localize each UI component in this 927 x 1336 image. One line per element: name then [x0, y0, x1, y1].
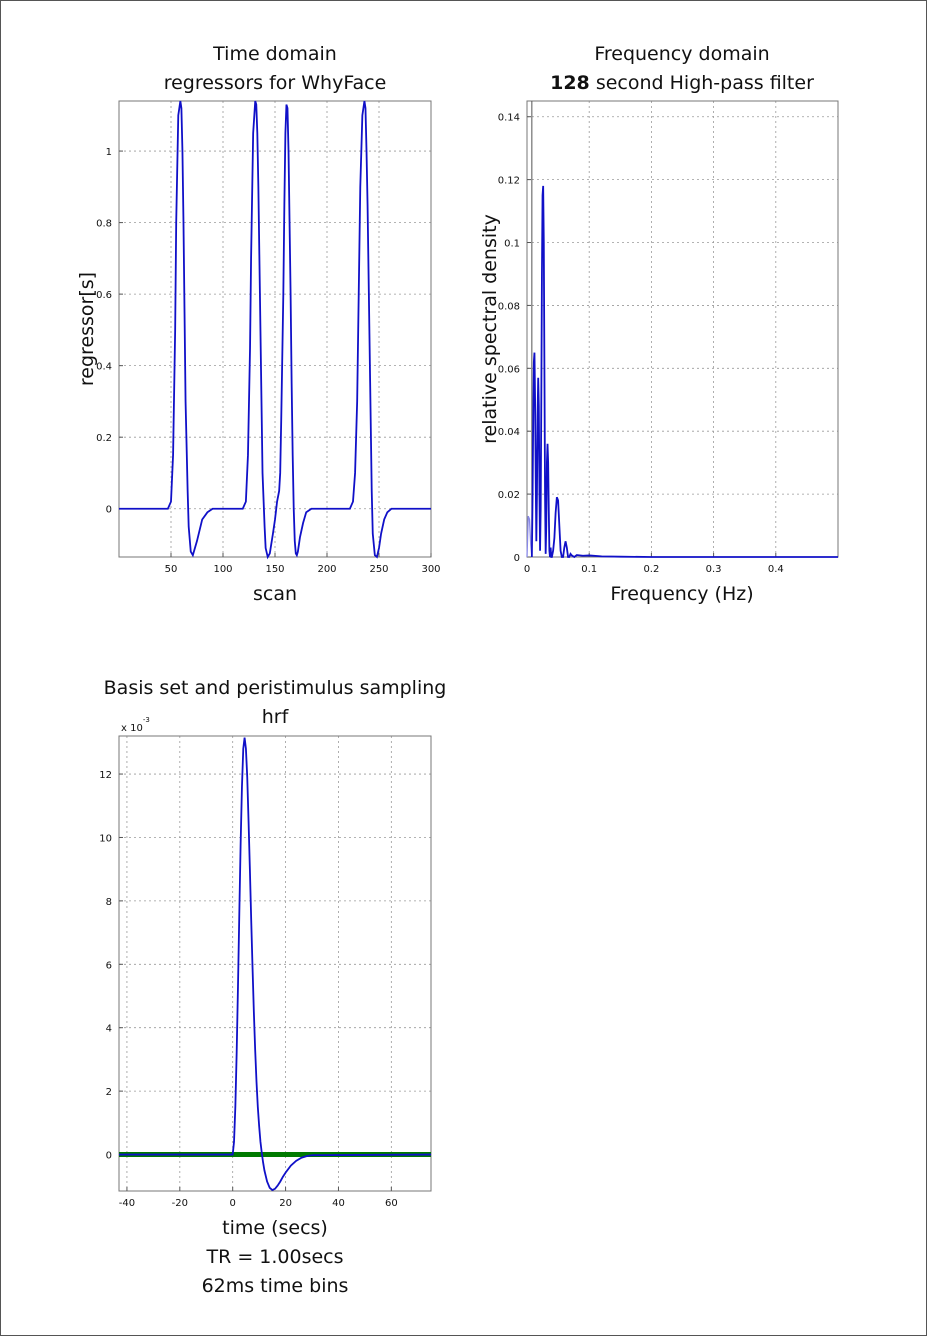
y-tick-label: 0 — [106, 1151, 112, 1162]
frequency-domain-y-label: relative spectral density — [479, 214, 501, 444]
basis-set-grid — [119, 736, 431, 1191]
x-tick-label: 0.3 — [706, 564, 722, 575]
y-scale-exponent: -3 — [143, 716, 150, 724]
y-tick-label: 0.4 — [96, 362, 112, 373]
time-domain-title: Time domain — [212, 43, 337, 65]
basis-set-axes-box — [118, 735, 432, 1192]
time-domain-regressor-line — [119, 100, 431, 560]
x-tick-label: 60 — [385, 1198, 398, 1209]
y-scale-base: x 10 — [121, 723, 143, 734]
frequency-domain-title: Frequency domain — [594, 43, 769, 65]
x-tick-label: 150 — [265, 564, 284, 575]
frequency-domain-axes-box — [526, 100, 839, 558]
filter-description: second High-pass filter — [590, 72, 814, 94]
y-tick-label: 0 — [514, 553, 520, 564]
x-tick-label: 0.4 — [768, 564, 784, 575]
y-tick-label: 0.02 — [498, 490, 520, 501]
frequency-domain-subtitle: 128 second High-pass filter — [550, 72, 814, 94]
time-domain-axes-box — [118, 100, 432, 558]
x-tick-label: 20 — [279, 1198, 292, 1209]
x-tick-label: 40 — [332, 1198, 345, 1209]
x-tick-label: 300 — [421, 564, 440, 575]
frequency-domain-y-ticks: 0 0.02 0.04 0.06 0.08 0.1 0.12 0.14 — [498, 113, 531, 564]
x-tick-label: 0.1 — [581, 564, 597, 575]
y-tick-label: 1 — [106, 147, 112, 158]
y-tick-label: 0.6 — [96, 290, 112, 301]
basis-set-y-ticks: 0 2 4 6 8 10 12 — [99, 770, 123, 1162]
x-tick-label: 50 — [165, 564, 178, 575]
y-scale-multiplier: x 10-3 — [121, 716, 150, 734]
x-tick-label: -40 — [119, 1198, 135, 1209]
y-tick-label: 2 — [106, 1087, 112, 1098]
filter-cutoff-value: 128 — [550, 72, 590, 94]
y-tick-label: 0.1 — [504, 239, 520, 250]
time-domain-panel: Time domain regressors for WhyFace 50 100… — [76, 43, 441, 605]
spectral-density-line — [530, 185, 838, 559]
x-tick-label: 200 — [317, 564, 336, 575]
y-tick-label: 0.12 — [498, 176, 520, 187]
basis-set-x-label: time (secs) — [222, 1217, 328, 1239]
y-tick-label: 0.14 — [498, 113, 520, 124]
hrf-line — [119, 737, 432, 1192]
y-tick-label: 0.8 — [96, 219, 112, 230]
x-tick-label: -20 — [172, 1198, 188, 1209]
frequency-domain-panel: Frequency domain 128 second High-pass fi… — [479, 43, 839, 605]
x-tick-label: 0 — [524, 564, 530, 575]
y-tick-label: 0.08 — [498, 301, 520, 312]
basis-set-panel: Basis set and peristimulus sampling hrf … — [99, 677, 446, 1297]
y-tick-label: 6 — [106, 960, 112, 971]
y-tick-label: 0.2 — [96, 433, 112, 444]
y-tick-label: 12 — [99, 770, 112, 781]
basis-set-x-ticks: -40 -20 0 20 40 60 — [119, 1187, 398, 1209]
x-tick-label: 250 — [369, 564, 388, 575]
time-domain-x-label: scan — [253, 583, 297, 605]
frequency-domain-x-label: Frequency (Hz) — [610, 583, 753, 605]
basis-set-subtitle: hrf — [262, 706, 290, 728]
time-domain-grid — [119, 101, 432, 557]
x-tick-label: 0 — [230, 1198, 236, 1209]
time-domain-y-label: regressor[s] — [76, 272, 98, 386]
tr-label: TR = 1.00secs — [205, 1246, 343, 1268]
time-bins-label: 62ms time bins — [202, 1275, 349, 1297]
time-domain-x-ticks: 50 100 150 200 250 300 — [165, 553, 441, 575]
y-tick-label: 10 — [99, 833, 112, 844]
basis-set-title: Basis set and peristimulus sampling — [104, 677, 447, 699]
y-tick-label: 0.04 — [498, 427, 520, 438]
y-tick-label: 8 — [106, 897, 112, 908]
y-tick-label: 4 — [106, 1024, 112, 1035]
frequency-domain-grid — [526, 101, 838, 558]
y-tick-label: 0.06 — [498, 364, 520, 375]
x-tick-label: 0.2 — [643, 564, 659, 575]
y-tick-label: 0 — [106, 505, 112, 516]
time-domain-subtitle: regressors for WhyFace — [164, 72, 387, 94]
x-tick-label: 100 — [213, 564, 232, 575]
